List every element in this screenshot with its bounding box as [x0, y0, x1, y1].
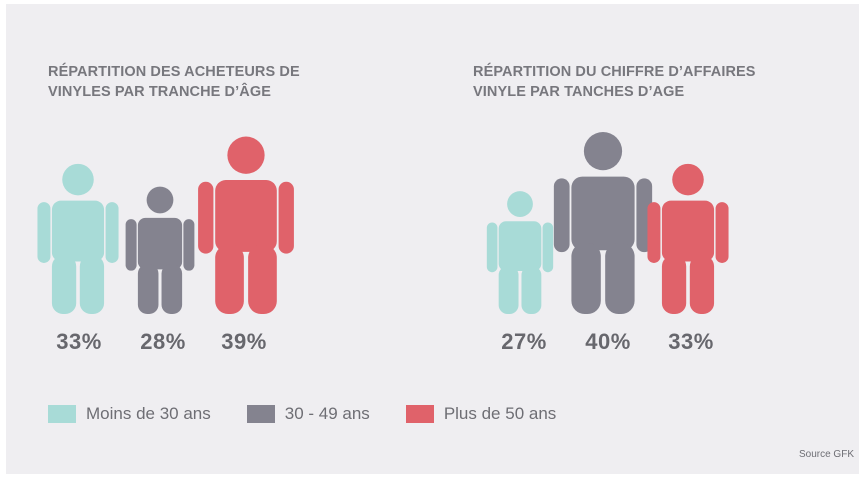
chart-1-value-label: 33% — [56, 329, 102, 354]
chart-2-person-figure — [486, 191, 554, 314]
legend: Moins de 30 ans 30 - 49 ans Plus de 50 a… — [48, 402, 592, 426]
chart-2-person-figure — [553, 132, 653, 314]
chart-2-title-line-2: VINYLE PAR TANCHES D’AGE — [473, 84, 685, 100]
chart-1-person-figure — [125, 186, 195, 314]
source-note: Source GFK — [798, 449, 854, 460]
legend-swatch — [246, 405, 275, 423]
legend-item-over-50: Plus de 50 ans — [405, 404, 557, 424]
chart-1-person-figure — [37, 163, 119, 314]
legend-swatch — [48, 405, 76, 423]
chart-2-value-label: 27% — [501, 329, 547, 354]
chart-2-value-label: 40% — [585, 329, 631, 354]
chart-2-value-label: 33% — [668, 329, 714, 354]
legend-label: 30 - 49 ans — [284, 404, 370, 423]
chart-1-title-line-1: RÉPARTITION DES ACHETEURS DE — [48, 64, 300, 80]
legend-item-under-30: Moins de 30 ans — [48, 404, 211, 424]
chart-1-value-label: 39% — [221, 329, 267, 354]
chart-1-value-label: 28% — [140, 329, 186, 354]
chart-1-title: RÉPARTITION DES ACHETEURS DE VINYLES PAR… — [48, 62, 300, 102]
chart-2-title: RÉPARTITION DU CHIFFRE D’AFFAIRES VINYLE… — [473, 62, 756, 102]
legend-item-30-49: 30 - 49 ans — [246, 404, 370, 424]
legend-swatch — [405, 405, 434, 423]
chart-1-title-line-2: VINYLES PAR TRANCHE D’ÂGE — [48, 84, 271, 100]
legend-label: Plus de 50 ans — [443, 404, 557, 423]
chart-2-title-line-1: RÉPARTITION DU CHIFFRE D’AFFAIRES — [473, 64, 756, 80]
legend-label: Moins de 30 ans — [86, 404, 211, 423]
chart-1-person-figure — [198, 136, 294, 314]
chart-2-person-figure — [647, 163, 729, 314]
